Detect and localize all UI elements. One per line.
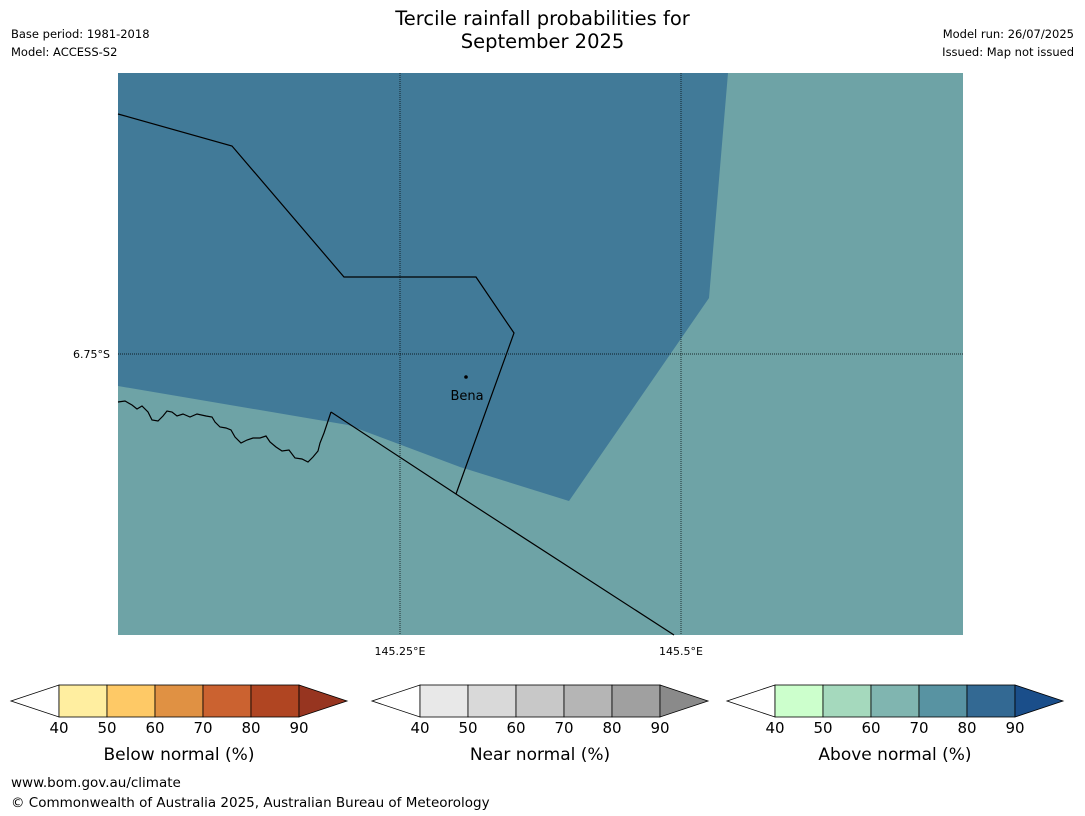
colorbar-tick-label: 60 xyxy=(861,719,880,737)
map-title: Tercile rainfall probabilities for Septe… xyxy=(0,7,1085,53)
issued-status: Issued: Map not issued xyxy=(942,45,1074,59)
title-line-1: Tercile rainfall probabilities for xyxy=(395,7,690,30)
footer-url[interactable]: www.bom.gov.au/climate xyxy=(11,775,181,791)
colorbar-segment xyxy=(467,684,517,718)
bena-marker xyxy=(464,375,468,379)
base-period: Base period: 1981-2018 xyxy=(11,27,150,41)
colorbar-extend-high xyxy=(659,684,710,718)
colorbar-segment xyxy=(918,684,968,718)
model-name: Model: ACCESS-S2 xyxy=(11,45,118,59)
colorbar-segment xyxy=(515,684,565,718)
title-line-2: September 2025 xyxy=(460,30,625,53)
colorbar-2: 40 50 60 70 80 90 xyxy=(725,684,1065,737)
legend-near-normal-label: Near normal (%) xyxy=(469,745,611,765)
colorbar-extend-high xyxy=(1014,684,1065,718)
colorbar-segment xyxy=(870,684,920,718)
colorbar-extend-low xyxy=(725,684,776,718)
legend-below-normal-label: Below normal (%) xyxy=(103,745,255,765)
colorbar-tick-label: 50 xyxy=(813,719,832,737)
district-boundary-south xyxy=(330,411,675,636)
colorbar-segment xyxy=(611,684,661,718)
colorbar-tick-label: 90 xyxy=(1005,719,1024,737)
colorbar-segment xyxy=(419,684,469,718)
colorbar-segment xyxy=(966,684,1016,718)
footer-copyright: © Commonwealth of Australia 2025, Austra… xyxy=(11,795,490,811)
colorbar-segment xyxy=(563,684,613,718)
colorbar-segment xyxy=(106,684,156,718)
colorbar-tick-label: 50 xyxy=(97,719,116,737)
metadata-right: Model run: 26/07/2025 Issued: Map not is… xyxy=(942,25,1074,61)
place-label-bena: Bena xyxy=(450,389,483,404)
colorbar-tick-label: 50 xyxy=(458,719,477,737)
colorbar-segment xyxy=(250,684,300,718)
legend-above-normal-label: Above normal (%) xyxy=(818,745,972,765)
colorbar-tick-label: 70 xyxy=(193,719,212,737)
map-area xyxy=(117,73,963,636)
lat-label-6-75: 6.75°S xyxy=(73,348,110,361)
colorbar-1: 40 50 60 70 80 90 xyxy=(370,684,710,737)
colorbar-extend-low xyxy=(370,684,421,718)
colorbar-0: 40 50 60 70 80 90 xyxy=(9,684,349,737)
colorbars: 40 50 60 70 80 90 40 50 60 70 80 90 40 50 60 70 80 90 xyxy=(9,684,1065,737)
colorbar-tick-label: 40 xyxy=(765,719,784,737)
river-line xyxy=(117,400,332,463)
colorbar-tick-label: 60 xyxy=(145,719,164,737)
colorbar-segment xyxy=(774,684,824,718)
colorbar-segment xyxy=(154,684,204,718)
colorbar-tick-label: 40 xyxy=(410,719,429,737)
colorbar-tick-label: 90 xyxy=(289,719,308,737)
colorbar-tick-label: 70 xyxy=(909,719,928,737)
colorbar-segment xyxy=(822,684,872,718)
above-normal-region xyxy=(118,73,728,501)
district-boundary xyxy=(117,113,515,495)
colorbar-extend-low xyxy=(9,684,60,718)
lon-label-145-5: 145.5°E xyxy=(659,645,703,658)
colorbar-segment xyxy=(58,684,108,718)
colorbar-tick-label: 80 xyxy=(957,719,976,737)
colorbar-extend-high xyxy=(298,684,349,718)
metadata-left: Base period: 1981-2018 Model: ACCESS-S2 xyxy=(11,25,150,61)
colorbar-tick-label: 80 xyxy=(602,719,621,737)
colorbar-tick-label: 60 xyxy=(506,719,525,737)
model-run: Model run: 26/07/2025 xyxy=(942,27,1074,41)
colorbar-tick-label: 40 xyxy=(49,719,68,737)
colorbar-segment xyxy=(202,684,252,718)
colorbar-tick-label: 80 xyxy=(241,719,260,737)
colorbar-tick-label: 70 xyxy=(554,719,573,737)
colorbar-tick-label: 90 xyxy=(650,719,669,737)
lon-label-145-25: 145.25°E xyxy=(375,645,426,658)
